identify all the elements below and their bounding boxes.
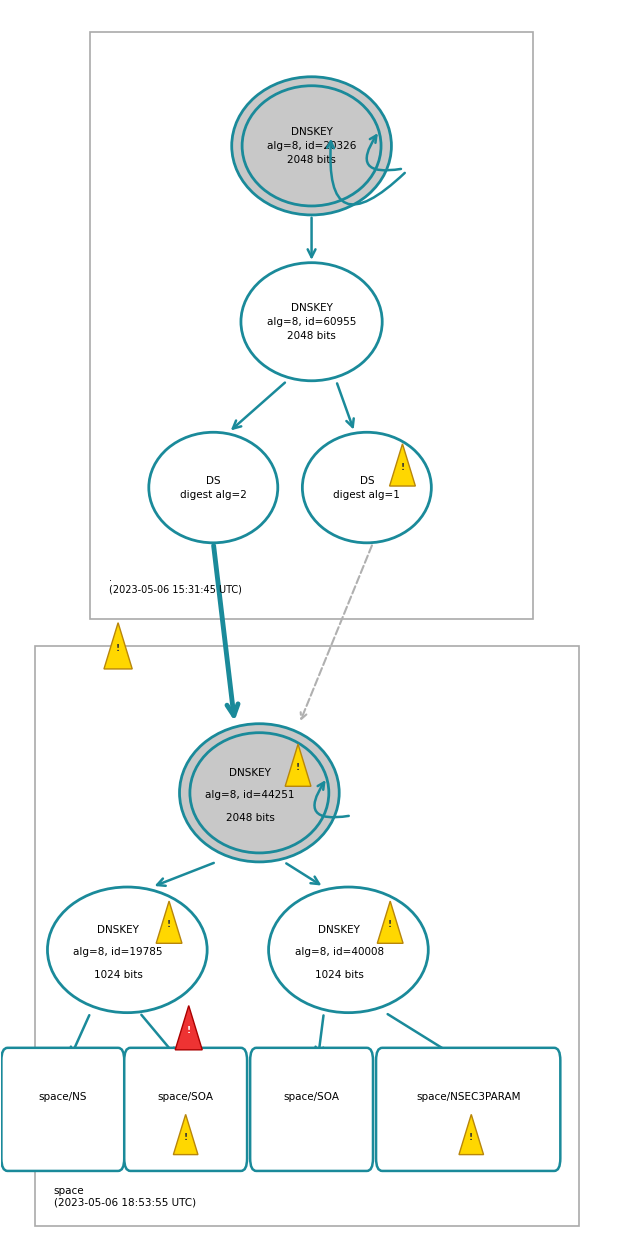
FancyBboxPatch shape <box>124 1047 247 1171</box>
Ellipse shape <box>268 888 428 1012</box>
Text: space/NSEC3PARAM: space/NSEC3PARAM <box>416 1092 521 1102</box>
Ellipse shape <box>190 733 329 852</box>
Text: DNSKEY: DNSKEY <box>97 925 139 934</box>
Text: !: ! <box>469 1133 473 1142</box>
Polygon shape <box>459 1114 484 1155</box>
Polygon shape <box>104 623 132 669</box>
Text: !: ! <box>184 1133 188 1142</box>
Text: !: ! <box>388 920 392 929</box>
Polygon shape <box>389 444 415 486</box>
Ellipse shape <box>149 432 278 543</box>
Ellipse shape <box>302 432 431 543</box>
Text: DNSKEY: DNSKEY <box>229 768 271 778</box>
Text: !: ! <box>167 920 171 929</box>
Text: 1024 bits: 1024 bits <box>315 969 363 980</box>
FancyBboxPatch shape <box>376 1047 560 1171</box>
Ellipse shape <box>48 888 207 1012</box>
Text: DNSKEY
alg=8, id=60955
2048 bits: DNSKEY alg=8, id=60955 2048 bits <box>267 302 356 341</box>
Text: !: ! <box>296 763 300 772</box>
Polygon shape <box>173 1114 198 1155</box>
Text: alg=8, id=44251: alg=8, id=44251 <box>205 791 295 801</box>
FancyBboxPatch shape <box>1 1047 124 1171</box>
Text: 2048 bits: 2048 bits <box>226 813 275 823</box>
Text: DS
digest alg=2: DS digest alg=2 <box>180 476 247 500</box>
Text: !: ! <box>400 463 405 472</box>
Text: space/SOA: space/SOA <box>158 1092 213 1102</box>
Ellipse shape <box>242 86 381 206</box>
FancyBboxPatch shape <box>91 31 532 619</box>
Text: space/NS: space/NS <box>38 1092 87 1102</box>
Text: !: ! <box>187 1026 191 1035</box>
Polygon shape <box>175 1006 202 1050</box>
Text: alg=8, id=19785: alg=8, id=19785 <box>73 947 163 957</box>
Text: .
(2023-05-06 15:31:45 UTC): . (2023-05-06 15:31:45 UTC) <box>109 573 242 594</box>
Text: 1024 bits: 1024 bits <box>94 969 143 980</box>
FancyBboxPatch shape <box>250 1047 373 1171</box>
Text: DNSKEY
alg=8, id=20326
2048 bits: DNSKEY alg=8, id=20326 2048 bits <box>267 127 356 165</box>
Polygon shape <box>156 901 182 943</box>
Ellipse shape <box>232 77 391 215</box>
Text: space
(2023-05-06 18:53:55 UTC): space (2023-05-06 18:53:55 UTC) <box>54 1186 196 1207</box>
Text: alg=8, id=40008: alg=8, id=40008 <box>295 947 384 957</box>
Text: DS
digest alg=1: DS digest alg=1 <box>333 476 400 500</box>
Polygon shape <box>377 901 403 943</box>
Polygon shape <box>285 744 311 787</box>
Text: DNSKEY: DNSKEY <box>318 925 360 934</box>
FancyBboxPatch shape <box>35 646 579 1226</box>
Ellipse shape <box>241 263 382 380</box>
Ellipse shape <box>180 724 339 862</box>
Text: space/SOA: space/SOA <box>284 1092 339 1102</box>
Text: !: ! <box>116 645 120 653</box>
